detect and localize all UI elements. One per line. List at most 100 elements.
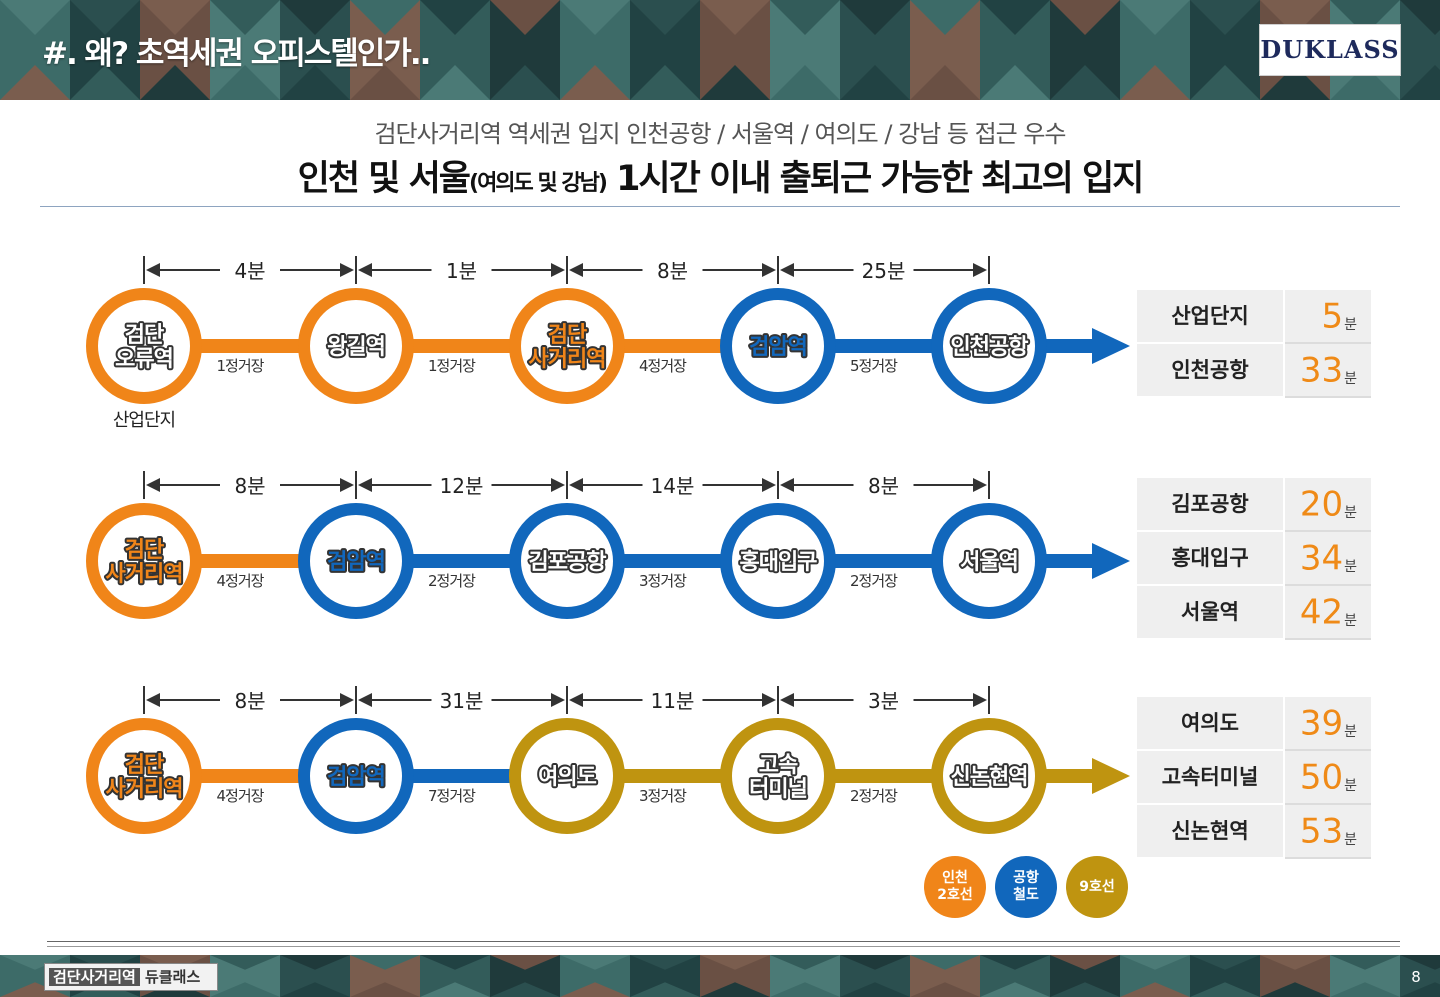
segment-stops: 1정거장 <box>428 357 476 375</box>
row-divider <box>1285 530 1371 532</box>
segment-stops: 2정거장 <box>850 787 898 805</box>
pattern-facet <box>0 65 70 100</box>
pattern-facet <box>1120 982 1190 997</box>
station-name: 터미널 <box>749 777 807 802</box>
station-name: 검암역 <box>327 550 385 575</box>
pattern-facet <box>910 0 980 35</box>
time-label-bg <box>220 256 280 284</box>
headline-part1: 인천 및 서울 <box>297 159 471 199</box>
segment-time: 1분 <box>446 259 477 283</box>
segment-time: 4분 <box>234 259 265 283</box>
segment-stops: 4정거장 <box>639 357 687 375</box>
header-pattern <box>0 0 1440 100</box>
pattern-facet <box>1050 0 1120 35</box>
station-name: 검암역 <box>749 335 807 360</box>
minutes-unit: 분 <box>1344 505 1357 521</box>
destination-name: 홍대입구 <box>1137 532 1283 584</box>
pattern-facet <box>840 982 910 997</box>
time-label-bg <box>220 686 280 714</box>
brand-logo-text: DUKLASS <box>1260 35 1400 64</box>
pattern-facet <box>980 0 1050 35</box>
segment-time: 8분 <box>657 259 688 283</box>
pattern-facet <box>1330 0 1400 35</box>
station-name: 홍대입구 <box>740 550 818 575</box>
pattern-facet <box>70 65 140 100</box>
pattern-facet <box>0 982 70 997</box>
destination-name: 서울역 <box>1137 586 1283 638</box>
legend-badge: 9호선 <box>1066 856 1128 918</box>
pattern-facet <box>560 982 630 997</box>
segment-time: 8분 <box>234 474 265 498</box>
pattern-facet <box>1260 955 1330 970</box>
segment-stops: 2정거장 <box>428 572 476 590</box>
pattern-facet <box>700 0 770 35</box>
pattern-facet <box>1190 955 1260 970</box>
time-label-bg <box>220 471 280 499</box>
segment-time: 3분 <box>868 689 899 713</box>
segment-time: 8분 <box>234 689 265 713</box>
station-name: 검단 <box>125 538 164 563</box>
station-name: 검단 <box>548 323 587 348</box>
station-circle <box>931 288 1047 404</box>
row-divider <box>1285 857 1371 859</box>
direction-arrow <box>1092 328 1130 364</box>
time-label-bg <box>642 256 703 284</box>
pattern-facet <box>350 65 420 100</box>
dimension-arrowhead <box>569 263 583 277</box>
pattern-facet <box>420 955 490 970</box>
station-circle <box>86 503 202 619</box>
minutes-unit: 분 <box>1344 724 1357 740</box>
pattern-facet <box>1330 955 1400 970</box>
footer-brand-station: 검단사거리역 <box>49 968 140 986</box>
pattern-facet <box>630 982 700 997</box>
pattern-facet <box>210 982 280 997</box>
pattern-facet <box>840 65 910 100</box>
dimension-arrowhead <box>780 478 794 492</box>
page-title: #. 왜? 초역세권 오피스텔인가.. <box>42 36 431 72</box>
pattern-facet <box>490 955 560 970</box>
pattern-facet <box>770 982 840 997</box>
pattern-facet <box>420 0 490 35</box>
segment-stops: 3정거장 <box>639 787 687 805</box>
pattern-facet <box>280 955 350 970</box>
time-label-bg <box>853 256 914 284</box>
dimension-arrowhead <box>973 478 987 492</box>
row-divider <box>1285 396 1371 398</box>
pattern-facet <box>1400 0 1440 35</box>
pattern-facet <box>70 955 140 970</box>
footer-divider <box>47 941 1400 942</box>
pattern-facet <box>1330 982 1400 997</box>
pattern-facet <box>980 65 1050 100</box>
segment-stops: 1정거장 <box>217 357 265 375</box>
dimension-arrowhead <box>973 263 987 277</box>
dimension-arrowhead <box>551 693 565 707</box>
dimension-arrowhead <box>762 263 776 277</box>
pattern-facet <box>1260 0 1330 35</box>
station-circle <box>720 718 836 834</box>
station-name: 인천공항 <box>951 335 1029 360</box>
legend-badge: 인천 2호선 <box>924 856 986 918</box>
pattern-facet <box>910 982 980 997</box>
pattern-facet <box>980 982 1050 997</box>
destination-name: 산업단지 <box>1137 290 1283 342</box>
station-sublabel: 산업단지 <box>113 410 175 431</box>
segment-stops: 4정거장 <box>217 787 265 805</box>
pattern-facet <box>1120 65 1190 100</box>
station-name: 사거리역 <box>529 347 606 372</box>
brand-logo: DUKLASS <box>1259 24 1401 76</box>
dimension-arrowhead <box>780 263 794 277</box>
station-circle <box>509 718 625 834</box>
page-number: 8 <box>1411 968 1421 986</box>
pattern-facet <box>630 65 700 100</box>
pattern-facet <box>350 0 420 35</box>
station-name: 오류역 <box>115 347 173 372</box>
station-name: 김포공항 <box>529 550 607 575</box>
station-circle <box>931 718 1047 834</box>
title-divider <box>40 206 1400 207</box>
dimension-arrowhead <box>358 263 372 277</box>
station-circle <box>509 503 625 619</box>
time-label-bg <box>853 471 914 499</box>
dimension-arrowhead <box>358 693 372 707</box>
pattern-facet <box>140 0 210 35</box>
pattern-facet <box>490 982 560 997</box>
